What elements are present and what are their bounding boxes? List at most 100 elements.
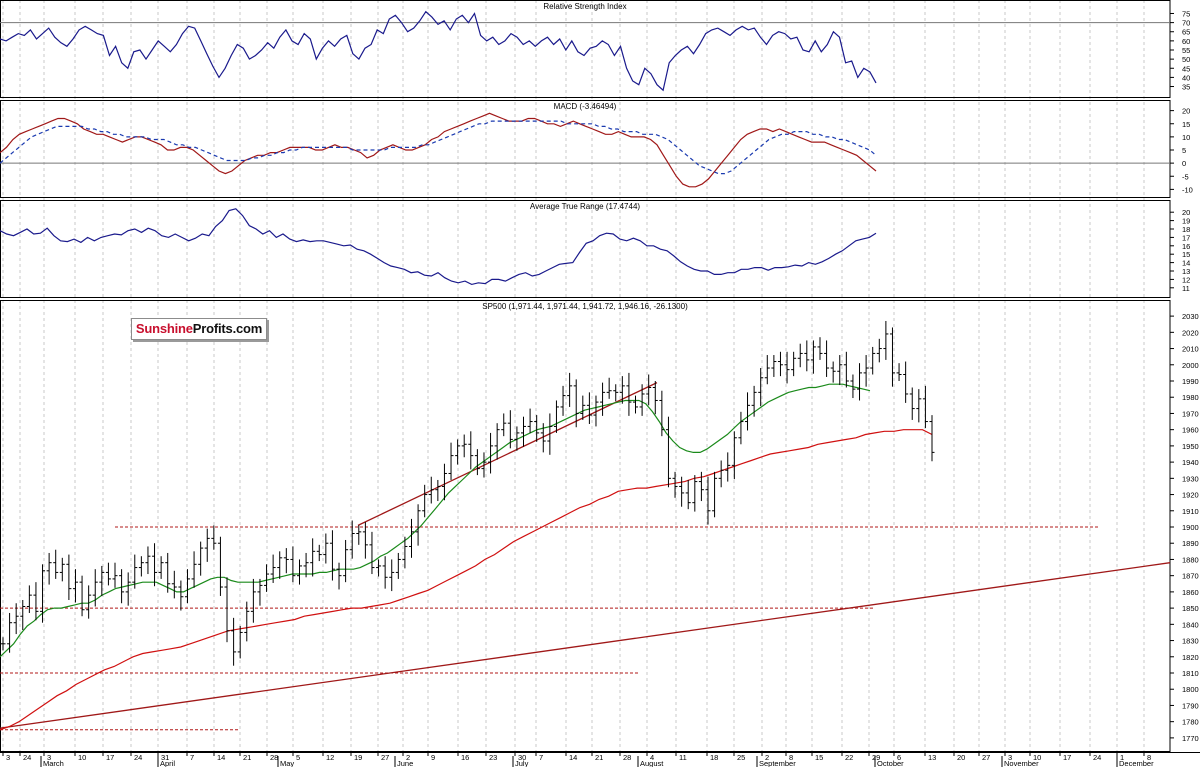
month-label: December (1119, 759, 1154, 767)
price-bar (903, 361, 909, 403)
price-bar (422, 484, 428, 518)
panel-title: MACD (-3.46494) (554, 102, 617, 111)
x-tick-label: 27 (982, 753, 990, 762)
y-tick-label: 55 (1182, 46, 1190, 55)
price-bar (488, 432, 494, 474)
y-tick-label: 1820 (1182, 653, 1199, 662)
y-tick-label: 1940 (1182, 458, 1199, 467)
price-bar (863, 355, 869, 387)
price-bar (46, 552, 52, 585)
price-bar (224, 577, 230, 643)
price-bar (376, 559, 382, 577)
price-bar (270, 554, 276, 583)
month-label: November (1004, 759, 1039, 767)
price-bar (771, 355, 777, 377)
price-bar (731, 431, 737, 480)
price-bar (0, 637, 6, 651)
price-bar (7, 612, 13, 653)
price-bar (26, 585, 32, 613)
y-tick-label: 2010 (1182, 345, 1199, 354)
price-bar (777, 351, 783, 377)
y-tick-label: -10 (1182, 185, 1193, 194)
price-bar (53, 549, 59, 579)
price-bar (13, 603, 19, 635)
x-tick-label: 27 (381, 753, 389, 762)
price-bar (534, 415, 540, 442)
y-tick-label: 1810 (1182, 669, 1199, 678)
price-bar (883, 320, 889, 360)
price-bar (435, 479, 441, 502)
x-tick-label: 8 (1147, 753, 1151, 762)
x-tick-label: 15 (815, 753, 823, 762)
price-bar (751, 385, 757, 417)
price-bar (573, 379, 579, 428)
price-bar (547, 413, 553, 455)
x-tick-label: 24 (134, 753, 142, 762)
price-bar (264, 564, 270, 592)
y-tick-label: -5 (1182, 172, 1189, 181)
y-tick-label: 20 (1182, 107, 1190, 116)
price-bar (79, 575, 85, 617)
price-bar (705, 476, 711, 525)
price-bar (191, 551, 197, 588)
price-bar (408, 518, 414, 558)
price-bar (916, 389, 922, 423)
price-bar (600, 382, 606, 416)
x-tick-label: 28 (270, 753, 278, 762)
y-tick-label: 15 (1182, 120, 1190, 129)
price-bar (922, 385, 928, 429)
price-bar (692, 475, 698, 512)
month-label: June (397, 759, 413, 767)
price-bar (165, 552, 171, 593)
y-tick-label: 1980 (1182, 393, 1199, 402)
price-bar (896, 363, 902, 381)
price-bar (870, 346, 876, 375)
price-bar (843, 351, 849, 388)
price-bar (521, 416, 527, 447)
x-tick-label: 23 (489, 753, 497, 762)
x-tick-label: 14 (217, 753, 225, 762)
x-tick-label: 18 (710, 753, 718, 762)
price-bar (468, 431, 474, 470)
price-bar (310, 538, 316, 577)
x-tick-label: 5 (296, 753, 300, 762)
x-tick-label: 9 (431, 753, 435, 762)
price-bar (553, 400, 559, 433)
price-bar (646, 374, 652, 406)
price-bar (231, 617, 237, 666)
price-bar (909, 387, 915, 420)
y-tick-label: 1850 (1182, 604, 1199, 613)
price-bar (639, 384, 645, 416)
price-bar (817, 337, 823, 360)
y-tick-label: 11 (1182, 284, 1190, 293)
y-tick-label: 1990 (1182, 377, 1199, 386)
price-bar (718, 460, 724, 488)
y-tick-label: 2000 (1182, 361, 1199, 370)
y-tick-label: 16 (1182, 242, 1190, 251)
price-bar (633, 395, 639, 414)
price-bar (105, 562, 111, 586)
price-bar (685, 479, 691, 510)
price-bar (712, 471, 718, 518)
price-bar (152, 543, 158, 587)
x-tick-label: 20 (957, 753, 965, 762)
y-tick-label: 1910 (1182, 507, 1199, 516)
month-label: September (759, 759, 796, 767)
price-bar (277, 551, 283, 579)
y-tick-label: 1890 (1182, 539, 1199, 548)
price-bar (698, 471, 704, 502)
y-tick-label: 1870 (1182, 572, 1199, 581)
price-bar (66, 554, 72, 600)
price-bar (356, 525, 362, 545)
macd-line (0, 112, 877, 188)
price-bar (395, 552, 401, 579)
price-bar (40, 564, 46, 623)
y-tick-label: 1840 (1182, 620, 1199, 629)
y-tick-label: 65 (1182, 28, 1190, 37)
price-bar (540, 423, 546, 453)
y-tick-label: 20 (1182, 208, 1190, 217)
y-tick-label: 5 (1182, 146, 1186, 155)
price-bar (824, 340, 830, 377)
y-tick-label: 17 (1182, 233, 1190, 242)
